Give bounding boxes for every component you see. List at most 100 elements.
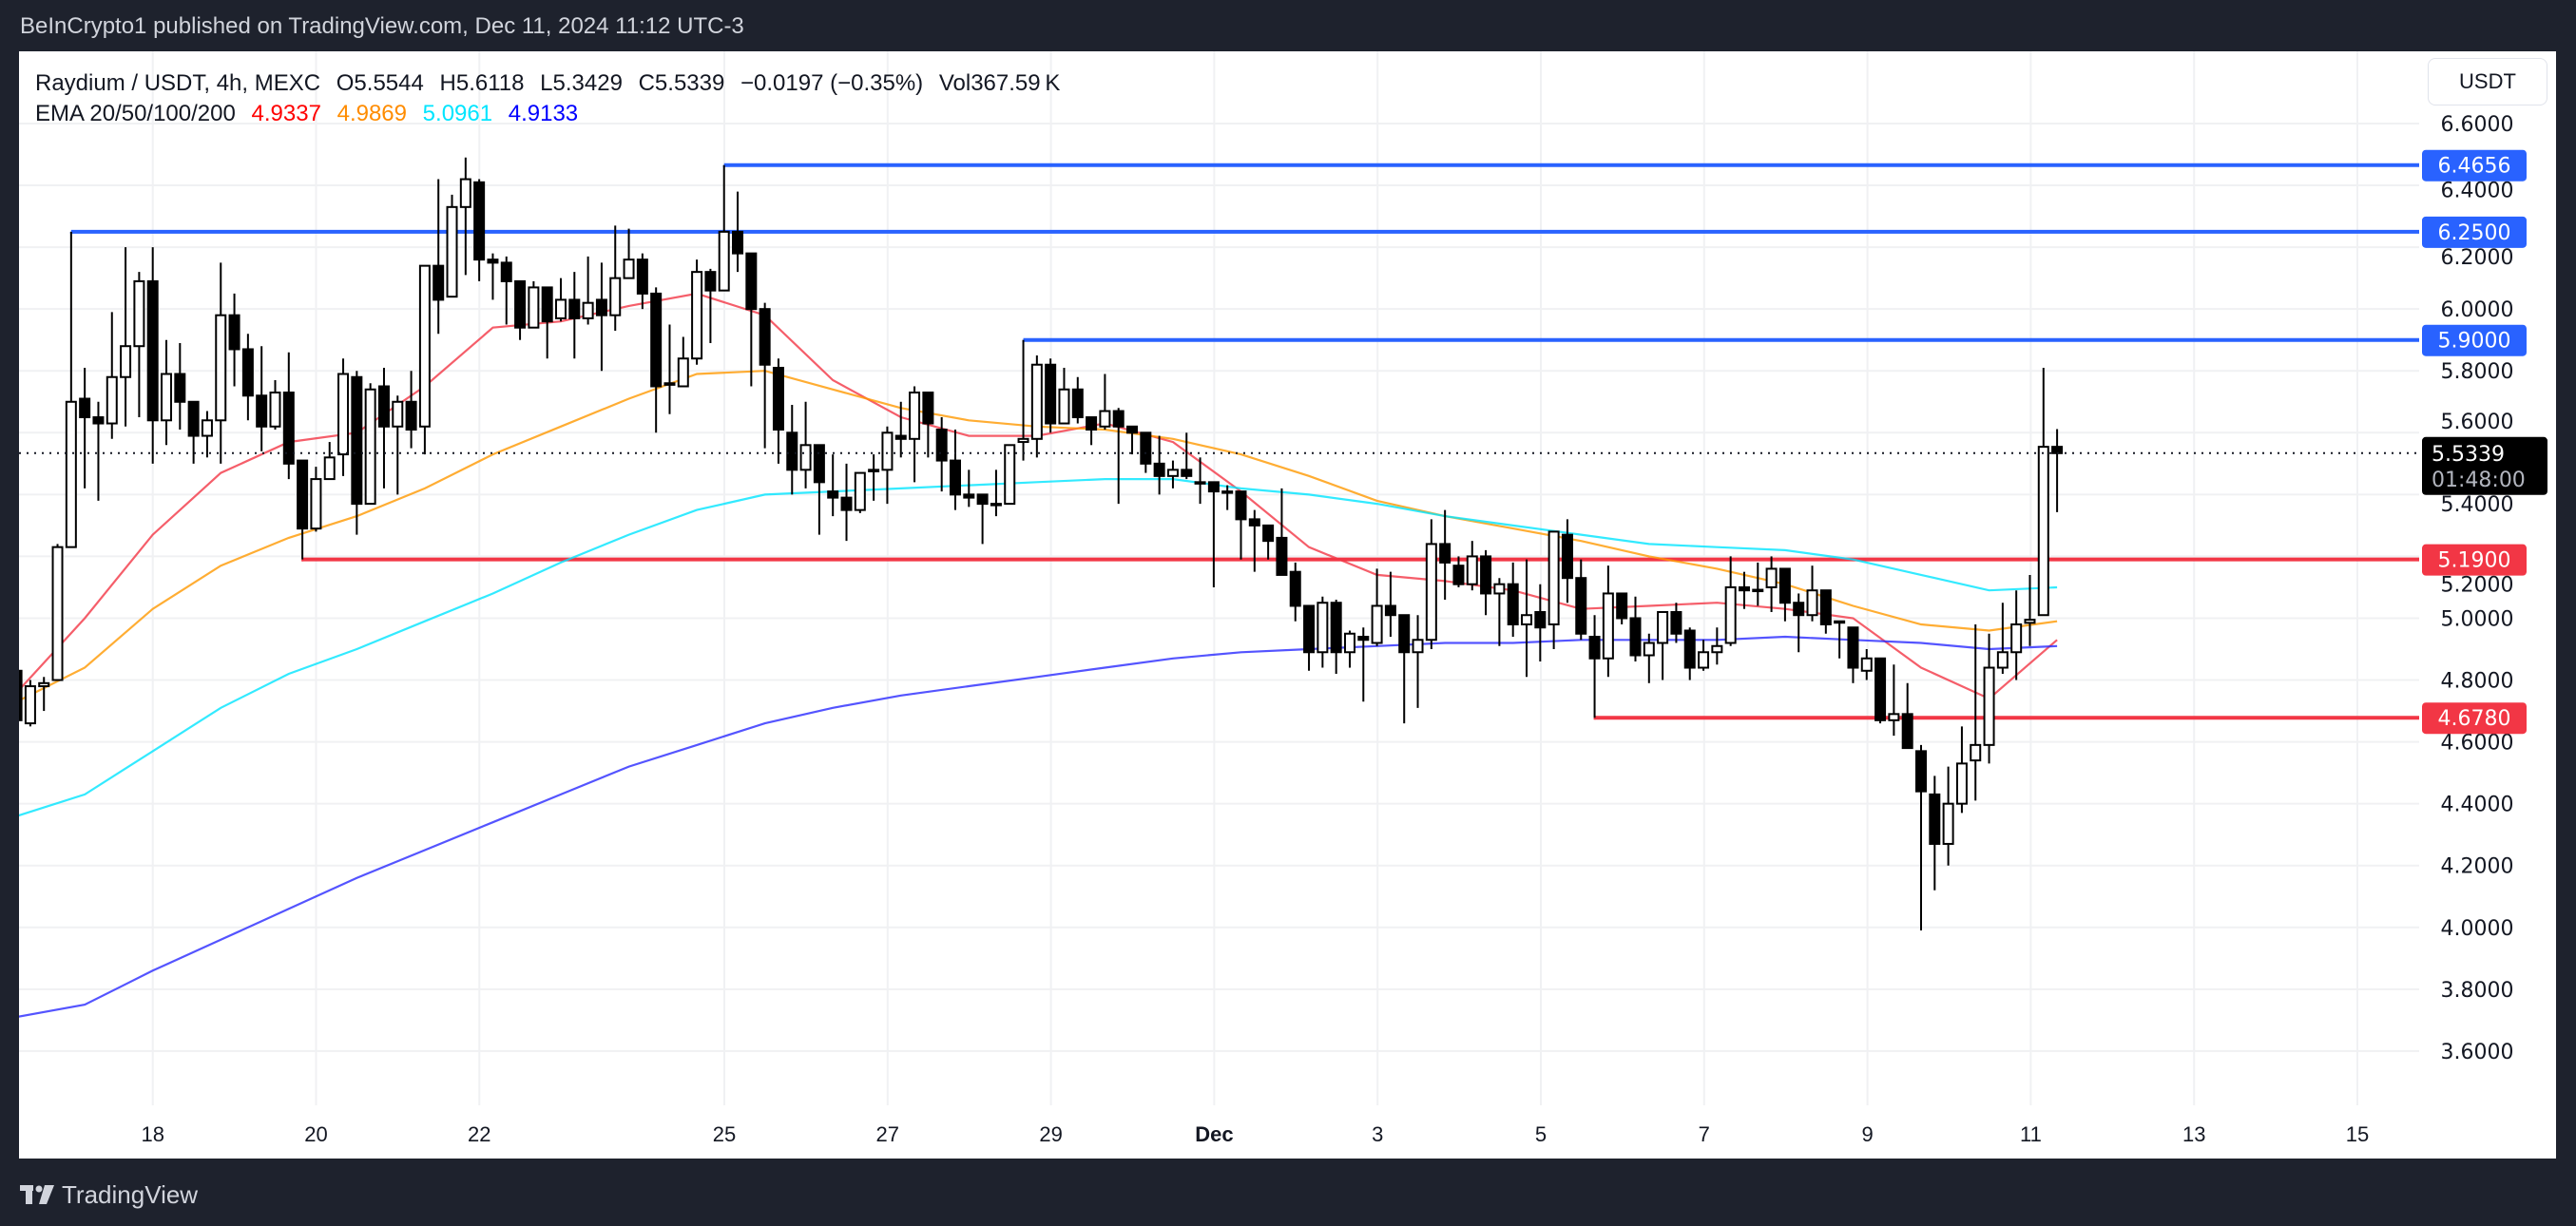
candle[interactable] [894,401,907,458]
candle[interactable] [2037,367,2049,617]
candle[interactable] [1058,367,1070,425]
candle[interactable] [1643,633,1655,683]
candle[interactable] [1915,744,1927,931]
candle[interactable] [786,405,798,495]
candle[interactable] [1343,630,1355,668]
candle[interactable] [351,371,363,535]
candle[interactable] [1262,524,1275,560]
candle[interactable] [269,379,281,431]
candle[interactable] [433,179,445,335]
candle[interactable] [541,286,553,359]
candle[interactable] [949,430,961,510]
candle[interactable] [1616,592,1628,624]
candle[interactable] [1493,578,1506,646]
candle[interactable] [1017,339,1029,461]
candle[interactable] [1398,614,1411,724]
candle[interactable] [364,383,376,506]
candle[interactable] [2051,429,2064,512]
candle[interactable] [868,454,880,501]
candle[interactable] [650,287,663,433]
candle[interactable] [241,334,254,421]
candle[interactable] [215,262,227,464]
candle[interactable] [1575,559,1587,641]
candle[interactable] [282,352,295,480]
candle[interactable] [1030,354,1043,458]
candle[interactable] [51,544,64,681]
plot-area[interactable] [12,157,2419,1018]
candle[interactable] [161,339,173,446]
candle[interactable] [1942,766,1954,866]
candle[interactable] [1793,593,1805,653]
candle[interactable] [2024,574,2036,646]
candle[interactable] [377,367,390,488]
candle[interactable] [704,268,717,343]
candle[interactable] [1112,408,1125,505]
candle[interactable] [79,367,91,488]
candle[interactable] [1276,488,1288,576]
candle[interactable] [92,401,105,501]
candle[interactable] [1126,425,1139,455]
candle[interactable] [799,401,812,488]
candle[interactable] [1629,596,1642,662]
candle[interactable] [623,228,635,279]
candle[interactable] [1166,460,1179,488]
candle[interactable] [1683,627,1696,680]
candle[interactable] [1207,481,1220,587]
candle[interactable] [1303,604,1316,671]
candle[interactable] [459,157,471,276]
candle[interactable] [772,358,784,464]
candle[interactable] [473,179,486,281]
candle[interactable] [1996,603,2009,675]
candle[interactable] [555,278,567,322]
candle[interactable] [418,264,431,455]
candle[interactable] [1929,776,1941,891]
candle[interactable] [228,293,240,387]
candle[interactable] [1221,485,1234,510]
candle[interactable] [1698,640,1710,671]
candle[interactable] [337,358,350,476]
candle[interactable] [174,342,186,431]
candle[interactable] [582,256,594,325]
candle[interactable] [1507,562,1519,637]
tradingview-brand[interactable]: TradingView [62,1180,199,1209]
candle[interactable] [1819,589,1832,634]
candle[interactable] [1752,562,1764,606]
candle[interactable] [745,252,758,387]
candle[interactable] [1860,649,1873,680]
candle[interactable] [976,493,989,545]
candle[interactable] [677,336,689,388]
candle[interactable] [1724,556,1737,646]
candles[interactable] [12,157,2064,931]
candle[interactable] [1548,530,1560,650]
candle[interactable] [12,668,23,724]
candle[interactable] [2010,590,2023,680]
candle[interactable] [310,467,322,532]
candle[interactable] [1888,664,1900,737]
candle[interactable] [718,164,730,292]
candle[interactable] [1412,615,1424,708]
candle[interactable] [813,444,825,535]
candle[interactable] [323,442,336,481]
candle[interactable] [1602,565,1614,678]
candle[interactable] [65,231,77,548]
candle[interactable] [1738,571,1750,609]
candle[interactable] [1289,562,1301,622]
candle[interactable] [487,253,499,300]
candle[interactable] [1452,556,1465,587]
candle[interactable] [446,194,458,298]
candle[interactable] [1086,416,1098,446]
candle[interactable] [1357,627,1370,702]
price-axis[interactable]: 6.6000 6.4000 6.2000 6.0000 5.8000 5.6000 5.40… [2441,113,2514,1064]
candle[interactable] [297,459,309,560]
candle[interactable] [1248,509,1260,572]
candle[interactable] [1657,610,1669,680]
candle[interactable] [963,469,975,508]
candle[interactable] [1181,432,1193,480]
candle[interactable] [514,279,527,340]
candle[interactable] [1834,620,1846,659]
candle[interactable] [528,280,540,329]
candle[interactable] [256,346,268,451]
candle[interactable] [1711,627,1723,665]
candle[interactable] [1071,376,1084,424]
